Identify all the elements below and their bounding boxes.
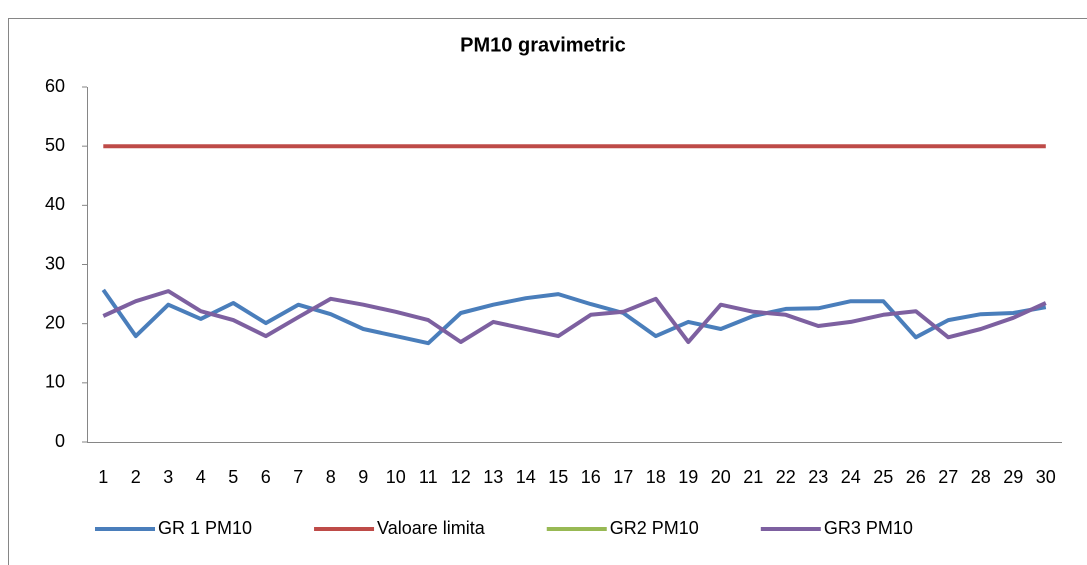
x-tick-label: 8: [326, 467, 336, 487]
x-tick-label: 5: [228, 467, 238, 487]
y-tick-label: 10: [45, 372, 65, 392]
x-tick-label: 7: [293, 467, 303, 487]
legend-label: GR3 PM10: [824, 518, 913, 538]
chart-frame: [8, 18, 1087, 565]
x-tick-label: 29: [1003, 467, 1023, 487]
x-tick-label: 3: [163, 467, 173, 487]
y-tick-label: 40: [45, 194, 65, 214]
x-tick-label: 6: [261, 467, 271, 487]
x-tick-label: 24: [841, 467, 861, 487]
series-line: [102, 289, 1047, 344]
x-tick-label: 16: [581, 467, 601, 487]
x-tick-label: 27: [938, 467, 958, 487]
legend-label: GR2 PM10: [610, 518, 699, 538]
x-tick-label: 21: [743, 467, 763, 487]
x-tick-label: 11: [419, 467, 438, 487]
x-tick-label: 2: [131, 467, 141, 487]
legend-label: GR 1 PM10: [158, 518, 252, 538]
x-tick-label: 15: [548, 467, 568, 487]
x-tick-label: 14: [516, 467, 536, 487]
y-tick-label: 30: [45, 253, 65, 273]
x-tick-label: 28: [971, 467, 991, 487]
x-tick-label: 25: [873, 467, 893, 487]
x-tick-label: 30: [1036, 467, 1056, 487]
y-tick-label: 60: [45, 76, 65, 96]
x-tick-label: 9: [358, 467, 368, 487]
legend-label: Valoare limita: [377, 518, 486, 538]
x-tick-label: 26: [906, 467, 926, 487]
x-tick-label: 17: [613, 467, 633, 487]
x-tick-label: 23: [808, 467, 828, 487]
x-tick-label: 10: [386, 467, 406, 487]
x-tick-label: 4: [196, 467, 206, 487]
y-tick-label: 50: [45, 135, 65, 155]
x-tick-label: 12: [451, 467, 471, 487]
x-tick-label: 22: [776, 467, 796, 487]
y-tick-label: 0: [55, 431, 65, 451]
x-tick-label: 13: [483, 467, 503, 487]
x-tick-label: 1: [98, 467, 108, 487]
series-line: [101, 288, 1047, 346]
chart-title: PM10 gravimetric: [460, 34, 626, 56]
x-tick-label: 18: [646, 467, 666, 487]
x-tick-label: 19: [678, 467, 698, 487]
y-tick-label: 20: [45, 312, 65, 332]
x-tick-label: 20: [711, 467, 731, 487]
